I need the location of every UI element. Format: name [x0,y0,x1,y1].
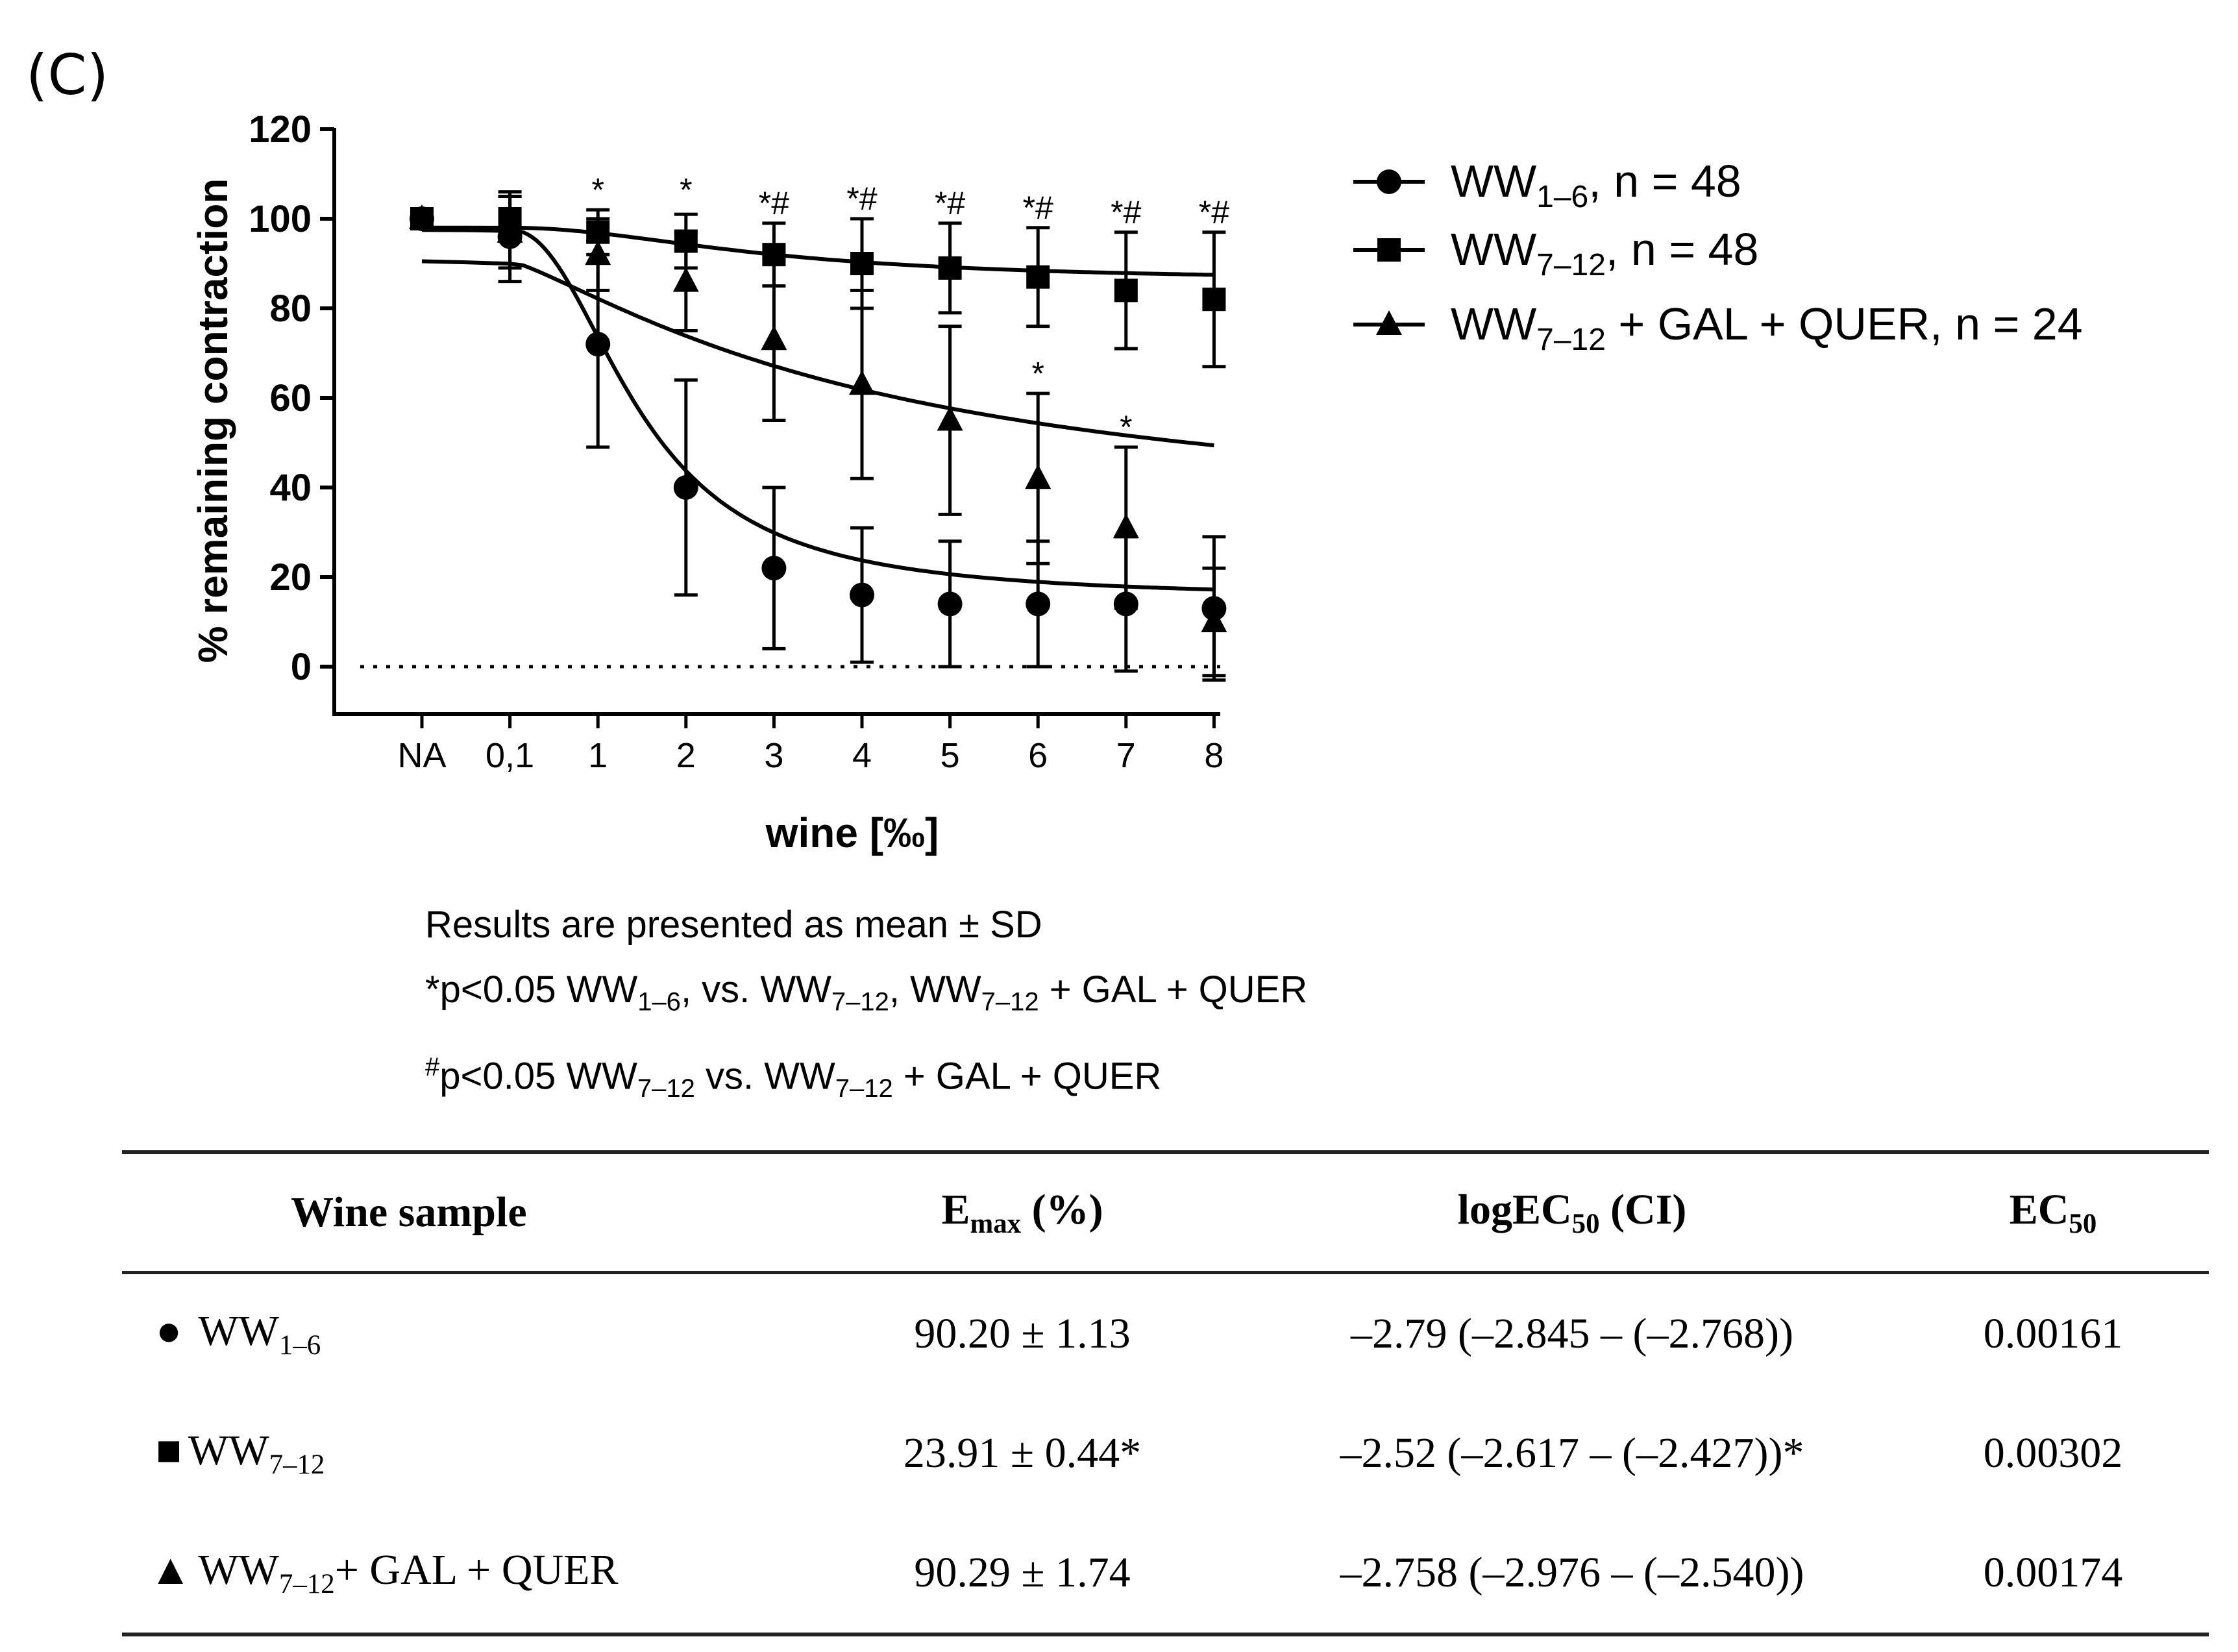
fit-curve [421,228,1214,592]
cell-sample: ▲ WW7–12+ GAL + QUER [149,1546,619,1600]
data-point-square [1114,278,1138,302]
x-tick-label: 8 [1204,736,1224,775]
table-row: ▲ WW7–12+ GAL + QUER 90.29 ± 1.74 –2.758… [122,1513,2209,1634]
significance-mark: *# [935,185,965,221]
cell-ec50: 0.00161 [1983,1310,2123,1357]
data-point-circle [761,556,787,581]
data-point-triangle [849,370,875,395]
legend-circle-icon [1377,169,1401,194]
square-icon: ■ [156,1426,182,1474]
data-point-triangle [1025,464,1051,489]
note-line-1: Results are presented as mean ± SD [425,904,1042,946]
data-point-triangle [585,240,611,265]
data-point-circle [937,591,963,617]
cell-logec50: –2.52 (–2.617 – (–2.427))* [1340,1429,1804,1477]
significance-mark: *# [759,185,789,221]
circle-icon: ● [156,1307,182,1355]
table-row: ● WW1–6 90.20 ± 1.13 –2.79 (–2.845 – (–2… [122,1273,2209,1394]
significance-mark: * [591,171,604,208]
cell-emax: 90.29 ± 1.74 [914,1549,1131,1596]
x-tick-label: 7 [1116,736,1136,775]
cell-logec50: –2.758 (–2.976 – (–2.540)) [1340,1549,1804,1596]
legend: WW1–6, n = 48 WW7–12, n = 48 WW7–12 + GAL … [1353,156,2083,357]
data-point-triangle [409,204,435,229]
cell-ec50: 0.00302 [1983,1429,2123,1477]
data-point-square [1202,288,1226,312]
cell-emax: 90.20 ± 1.13 [914,1310,1131,1357]
cell-logec50: –2.79 (–2.845 – (–2.768)) [1351,1310,1793,1357]
results-notes: Results are presented as mean ± SD *p<0.… [425,893,1307,1121]
results-table: Wine sample Emax (%) logEC50 (CI) EC50 ●… [122,1150,2209,1636]
fit-curve [422,225,1214,277]
significance-mark: *# [1199,194,1229,230]
y-tick-label: 60 [269,377,312,419]
cell-sample: ■ WW7–12 [122,1394,798,1513]
data-point-circle [850,582,874,608]
data-point-triangle [1201,608,1227,632]
y-tick-label: 120 [249,108,312,151]
legend-label: WW1–6, n = 48 [1451,156,1741,214]
significance-mark: * [1031,355,1044,391]
significance-mark: *# [1023,190,1053,226]
fit-curve [421,259,1214,448]
data-point-triangle [497,217,523,243]
significance-mark: *# [1111,194,1141,230]
significance-mark: * [1120,409,1132,445]
legend-square-icon [1377,238,1401,262]
table-row: ■ WW7–12 23.91 ± 0.44* –2.52 (–2.617 – (–… [122,1394,2209,1513]
x-tick-label: 2 [676,736,696,775]
cell-ec50: 0.00174 [1983,1549,2123,1596]
dose-response-chart: 0 20 40 60 80 100 120 NA 0,1 1 2 3 4 5 6 7 8 % remaining … [190,108,1229,856]
legend-label: WW7–12 + GAL + QUER, n = 24 [1451,299,2083,357]
x-tick-label: 4 [852,736,872,775]
significance-mark: *# [846,180,877,217]
note-line-3: #p<0.05 WW7–12 vs. WW7–12 + GAL + QUER [425,1052,1162,1103]
data-point-triangle [1113,513,1139,539]
y-tick-label: 0 [291,646,312,688]
y-tick-label: 20 [269,556,312,598]
y-axis-title: % remaining contraction [190,179,236,663]
data-point-circle [585,332,611,357]
x-tick-label: 6 [1028,736,1048,775]
data-point-triangle [937,406,963,431]
data-point-square [938,256,962,280]
cell-emax: 23.91 ± 0.44* [903,1429,1142,1477]
x-tick-label: 5 [941,736,960,775]
x-tick-label: 0,1 [486,736,534,775]
note-line-2: *p<0.05 WW1–6, vs. WW7–12, WW7–12 + GAL … [425,968,1308,1017]
panel-label: (C) [26,43,108,108]
cell-sample: ● WW1–6 [122,1273,798,1394]
x-tick-label: 3 [764,736,783,775]
header-wine-sample: Wine sample [291,1189,527,1236]
legend-label: WW7–12, n = 48 [1451,224,1758,282]
x-tick-label: 1 [588,736,608,775]
header-logec50: logEC50 (CI) [1457,1185,1687,1240]
header-emax: Emax (%) [941,1185,1103,1240]
y-tick-label: 40 [269,467,312,509]
table-header-row: Wine sample Emax (%) logEC50 (CI) EC50 [122,1152,2209,1273]
y-tick-label: 100 [249,198,312,240]
data-point-square [1026,265,1050,289]
y-tick-label: 80 [269,288,312,330]
x-axis-title: wine [‰] [765,809,939,856]
significance-mark: * [680,171,692,208]
legend-triangle-icon [1376,310,1402,335]
data-point-triangle [672,267,699,292]
header-ec50: EC50 [2009,1185,2097,1240]
x-tick-label: NA [397,736,446,775]
data-point-circle [673,475,698,500]
data-point-square [850,252,874,275]
data-point-triangle [761,325,787,351]
triangle-icon: ▲ [149,1546,192,1594]
data-point-circle [1026,591,1051,617]
figure: (C) 0 20 40 60 80 100 120 NA 0,1 1 2 3 4 5 6 7 8 % remain… [26,43,2083,856]
